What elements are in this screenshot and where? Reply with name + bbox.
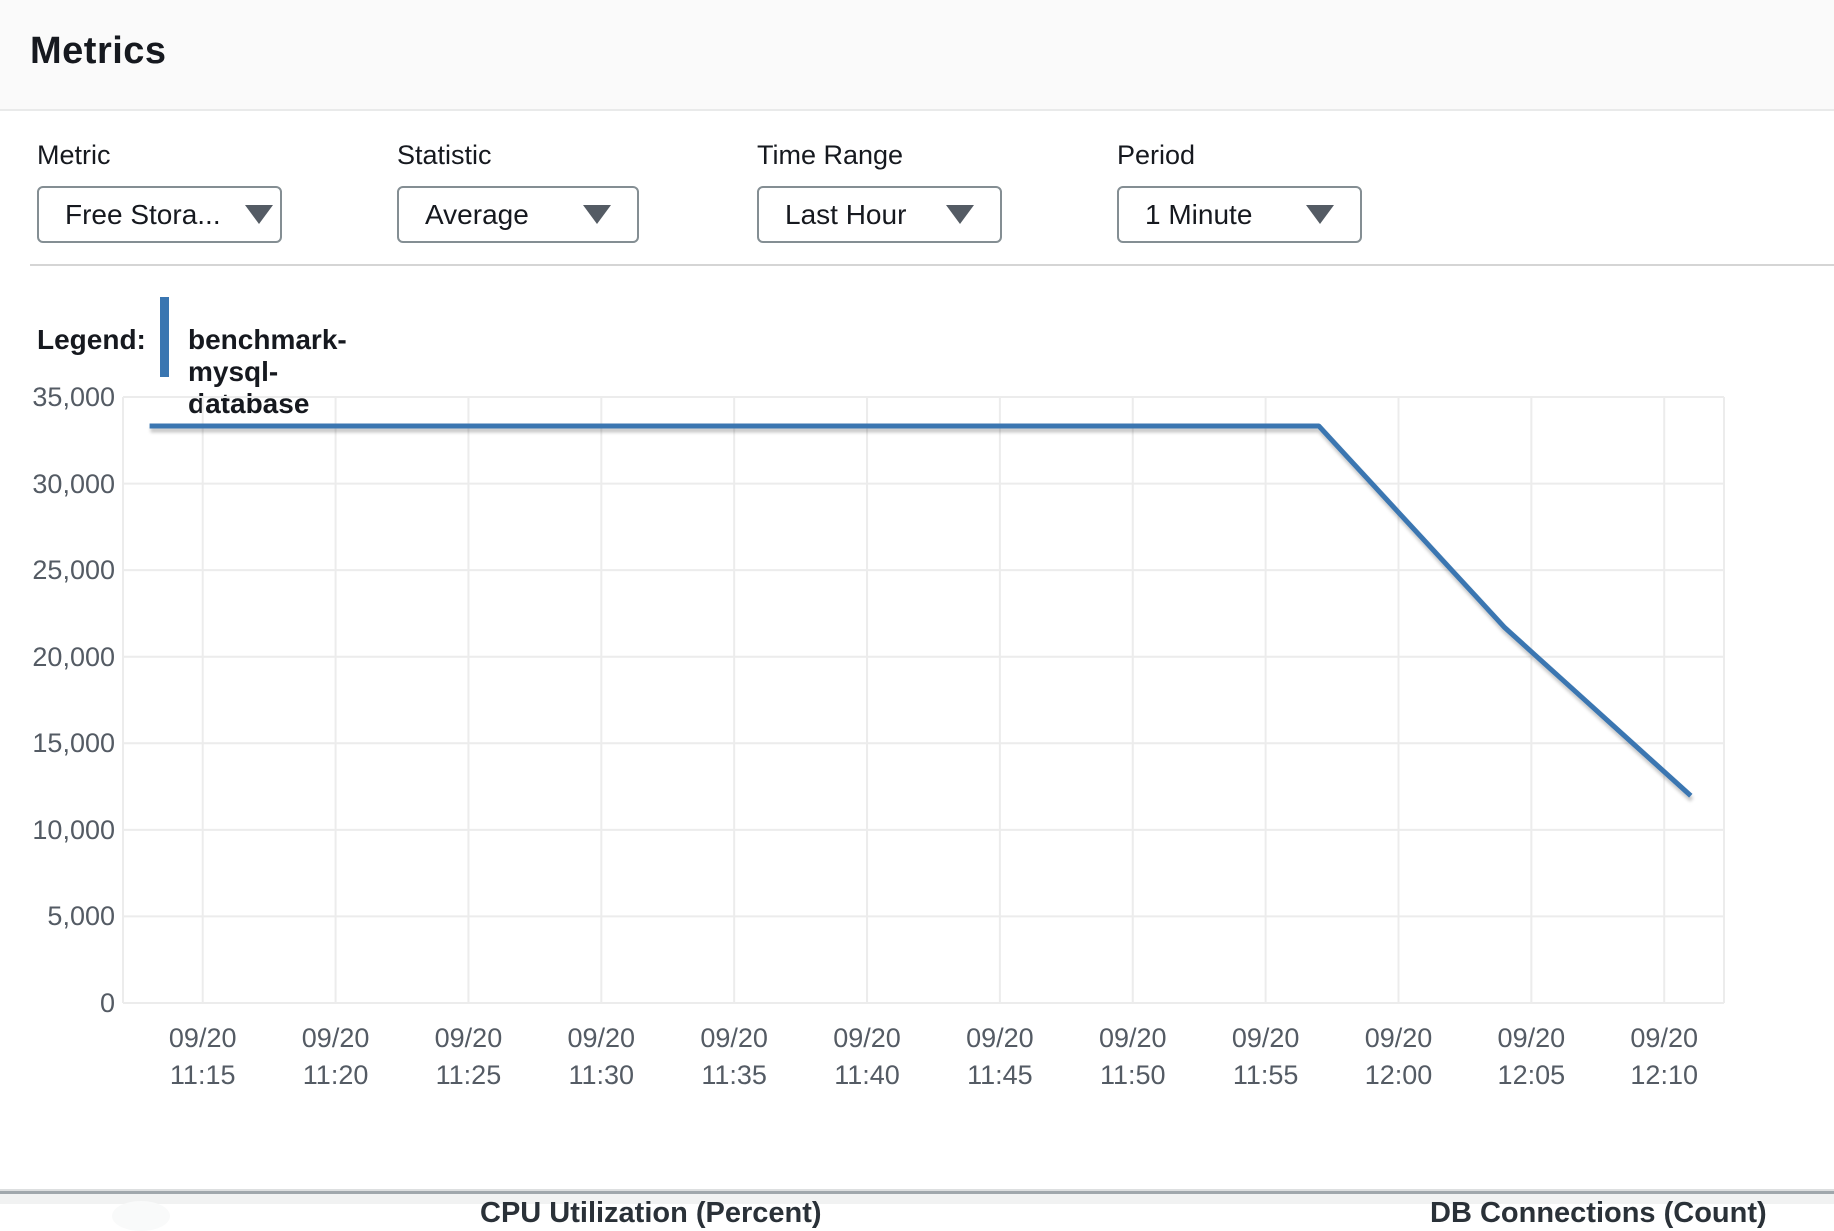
decorative-shape [112,1201,170,1231]
chevron-down-icon [583,205,611,224]
x-axis-tick-label: 09/20 11:40 [833,1023,901,1090]
db-connections-chart-title: DB Connections (Count) [1430,1197,1767,1229]
x-axis-tick-label: 09/20 11:25 [434,1023,503,1090]
statistic-control: Statistic Average [397,140,639,243]
x-axis-tick-label: 09/20 11:30 [567,1023,636,1090]
y-axis-tick-label: 30,000 [32,468,115,499]
time-range-control: Time Range Last Hour [757,140,1002,243]
y-axis-tick-label: 0 [99,988,115,1018]
metric-label: Metric [37,140,111,170]
divider [0,1191,1834,1194]
chevron-down-icon [1306,205,1334,224]
period-dropdown[interactable]: 1 Minute [1117,186,1362,243]
x-axis-tick-label: 09/20 12:05 [1497,1023,1566,1090]
y-axis-tick-label: 10,000 [32,814,115,845]
x-axis-tick-label: 09/20 11:20 [301,1023,370,1090]
period-dropdown-value: 1 Minute [1145,198,1253,230]
legend-series-name: benchmark-mysql-database [188,324,347,419]
x-axis-tick-label: 09/20 11:50 [1098,1023,1167,1090]
next-charts-row-partial: CPU Utilization (Percent) DB Connections… [0,1189,1834,1231]
statistic-dropdown[interactable]: Average [397,186,639,243]
x-axis-tick-label: 09/20 12:00 [1364,1023,1433,1090]
metric-dropdown[interactable]: Free Stora... [37,186,282,243]
divider [0,1189,1834,1191]
metric-control: Metric Free Stora... [37,140,282,243]
metric-series-line [149,423,1693,798]
x-axis-tick-label: 09/20 11:35 [700,1023,768,1090]
y-axis-tick-label: 25,000 [32,555,115,586]
period-control: Period 1 Minute [1117,140,1362,243]
chevron-down-icon [946,205,974,224]
statistic-dropdown-value: Average [425,198,529,230]
legend-color-swatch [160,297,169,377]
metric-dropdown-value: Free Stora... [65,198,221,230]
x-axis-tick-label: 09/20 11:55 [1231,1023,1300,1090]
legend-label: Legend: [37,324,146,355]
cpu-utilization-chart-title: CPU Utilization (Percent) [480,1197,822,1229]
chart-gridlines [122,396,1725,1004]
divider [30,264,1834,266]
metrics-panel-header: Metrics [0,0,1834,111]
y-axis-tick-label: 15,000 [32,728,115,759]
x-axis-tick-label: 09/20 12:10 [1630,1023,1698,1090]
chart-series [149,423,1693,798]
y-axis-tick-label: 5,000 [47,901,115,932]
y-axis-tick-label: 35,000 [32,382,115,412]
x-axis-tick-label: 09/20 11:45 [966,1023,1034,1090]
page-title: Metrics [30,30,167,72]
time-range-label: Time Range [757,140,904,170]
y-axis-tick-label: 20,000 [32,641,115,672]
chevron-down-icon [244,205,273,224]
time-range-dropdown-value: Last Hour [785,198,907,230]
x-axis-tick-label: 09/20 11:15 [168,1023,237,1090]
period-label: Period [1117,140,1196,170]
statistic-label: Statistic [397,140,492,170]
next-row-background: CPU Utilization (Percent) DB Connections… [0,1194,1834,1231]
time-range-dropdown[interactable]: Last Hour [757,186,1002,243]
